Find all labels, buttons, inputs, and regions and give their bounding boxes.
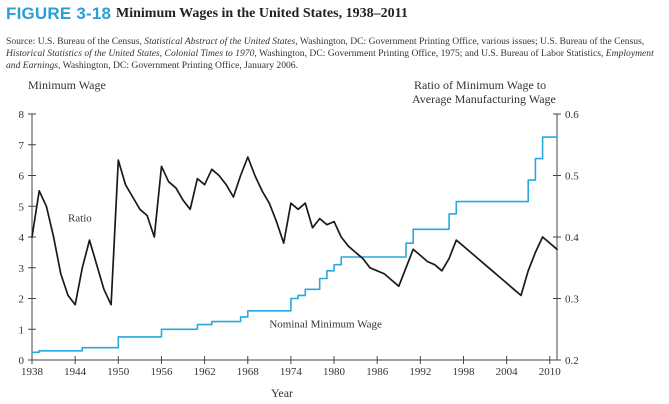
x-tick-label: 1962 (194, 366, 216, 378)
y-axis-right-title-line-1: Ratio of Minimum Wage to (414, 78, 546, 92)
y-tick-left-label: 6 (19, 171, 25, 183)
source-part: Source: U.S. Bureau of the Census, (6, 36, 145, 47)
x-tick-label: 1944 (64, 366, 87, 378)
y-tick-left-label: 2 (19, 294, 25, 306)
y-tick-left-label: 5 (19, 201, 25, 213)
source-part: , Washington, DC: Government Printing Of… (295, 36, 645, 47)
annotations: Ratio Nominal Minimum Wage (68, 213, 382, 331)
source-part: , Washington, DC: Government Printing Of… (254, 48, 606, 59)
y-tick-right-label: 0.5 (565, 171, 579, 183)
y-tick-left-label: 7 (19, 140, 25, 152)
ticks: 1938 1944 1950 1956 1962 1968 1974 1980 1986 1992… (19, 109, 580, 378)
y-tick-right-label: 0.6 (565, 109, 579, 121)
y-tick-right-label: 0.4 (565, 232, 579, 244)
x-tick-label: 1998 (453, 366, 476, 378)
series-layer (31, 136, 558, 354)
y-tick-right-label: 0.3 (565, 294, 579, 306)
x-tick-label: 1956 (150, 366, 173, 378)
annotation-label: Nominal Minimum Wage (269, 319, 382, 331)
source-part: Statistical Abstract of the United State… (144, 36, 296, 47)
figure-title: Minimum Wages in the United States, 1938… (116, 6, 408, 21)
x-tick-label: 2004 (496, 366, 519, 378)
y-tick-left-label: 3 (19, 263, 25, 275)
y-tick-left-label: 1 (19, 324, 25, 336)
x-tick-label: 1974 (280, 366, 303, 378)
series-line-nominal-minimum-wage (31, 136, 558, 354)
y-tick-left-label: 0 (19, 355, 25, 367)
source-part: , Washington, DC: Government Printing Of… (57, 60, 299, 71)
y-tick-left-label: 8 (19, 109, 25, 121)
y-tick-left-label: 4 (19, 232, 25, 244)
figure-label: FIGURE 3-18 (6, 4, 112, 23)
source-note: Source: U.S. Bureau of the Census, Stati… (6, 36, 666, 72)
x-tick-label: 1950 (107, 366, 130, 378)
x-tick-label: 1986 (366, 366, 389, 378)
annotation-label: Ratio (68, 213, 92, 225)
x-tick-label: 1992 (409, 366, 431, 378)
x-axis-title: Year (271, 386, 293, 400)
source-part: Historical Statistics of the United Stat… (6, 48, 255, 59)
y-axis-left-title: Minimum Wage (28, 78, 106, 92)
y-tick-right-label: 0.2 (565, 355, 579, 367)
series-line-ratio (31, 156, 558, 306)
x-tick-label: 2010 (539, 366, 562, 378)
x-tick-label: 1968 (237, 366, 260, 378)
x-tick-label: 1938 (21, 366, 44, 378)
y-axis-right-title-line-2: Average Manufacturing Wage (412, 92, 556, 106)
source-part: Employment and Earnings (6, 48, 654, 71)
x-tick-label: 1980 (323, 366, 346, 378)
